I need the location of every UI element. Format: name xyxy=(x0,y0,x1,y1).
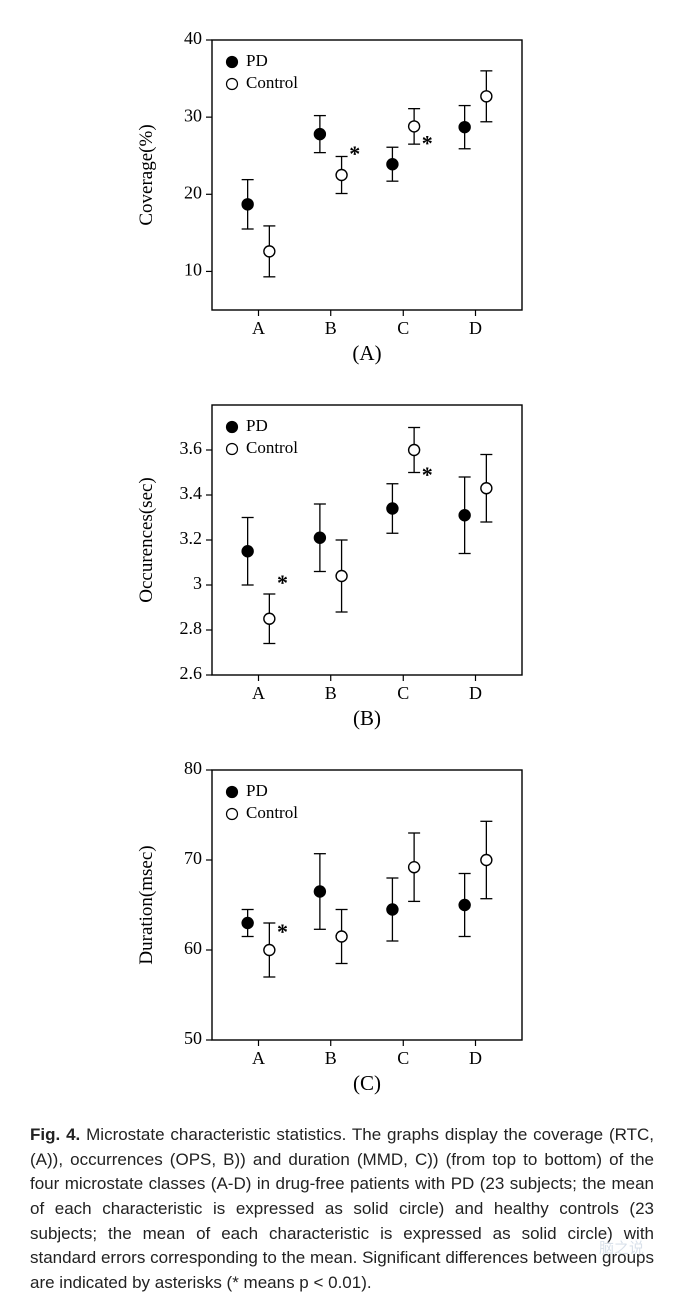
y-tick-label: 2.6 xyxy=(180,663,203,683)
control-marker xyxy=(409,445,420,456)
chart-A: 10 20 30 40 A B C D Coverage(%) PD Control * * (A) xyxy=(112,10,572,370)
control-marker xyxy=(336,931,347,942)
control-marker xyxy=(481,91,492,102)
legend-pd-marker xyxy=(227,422,238,433)
y-axis-label: Duration(msec) xyxy=(136,845,157,964)
control-marker xyxy=(336,170,347,181)
x-tick-label: C xyxy=(397,1048,409,1068)
significance-asterisk: * xyxy=(277,570,288,595)
y-tick-label: 3.4 xyxy=(180,483,203,503)
y-tick-label: 20 xyxy=(184,182,202,202)
pd-marker xyxy=(314,532,325,543)
pd-marker xyxy=(314,129,325,140)
chart-block: 2.6 2.8 3 3.2 3.4 3.6 A B C D Occurences(sec) PD Con… xyxy=(60,375,624,735)
significance-asterisk: * xyxy=(277,919,288,944)
x-tick-label: D xyxy=(469,1048,482,1068)
control-marker xyxy=(336,571,347,582)
pd-marker xyxy=(242,918,253,929)
legend-pd-marker xyxy=(227,57,238,68)
significance-asterisk: * xyxy=(422,462,433,487)
y-tick-label: 80 xyxy=(184,758,202,778)
control-marker xyxy=(409,121,420,132)
control-marker xyxy=(264,246,275,257)
chart-B: 2.6 2.8 3 3.2 3.4 3.6 A B C D Occurences(sec) PD Con… xyxy=(112,375,572,735)
y-tick-label: 3 xyxy=(193,573,202,593)
x-tick-label: C xyxy=(397,318,409,338)
legend-control-marker xyxy=(227,809,238,820)
pd-marker xyxy=(387,503,398,514)
x-tick-label: D xyxy=(469,683,482,703)
y-tick-label: 3.2 xyxy=(180,528,203,548)
x-tick-label: A xyxy=(252,318,265,338)
figure-caption: Fig. 4. Microstate characteristic statis… xyxy=(0,1115,684,1315)
legend-control-marker xyxy=(227,444,238,455)
y-tick-label: 40 xyxy=(184,28,202,48)
pd-marker xyxy=(459,900,470,911)
legend-control-label: Control xyxy=(246,803,298,822)
legend-pd-marker xyxy=(227,787,238,798)
pd-marker xyxy=(387,904,398,915)
x-tick-label: B xyxy=(325,683,337,703)
y-tick-label: 30 xyxy=(184,105,202,125)
legend-pd-label: PD xyxy=(246,51,268,70)
legend-control-label: Control xyxy=(246,73,298,92)
pd-marker xyxy=(387,159,398,170)
control-marker xyxy=(264,945,275,956)
chart-block: 50 60 70 80 A B C D Duration(msec) PD Control * (C) xyxy=(60,740,624,1100)
legend-pd-label: PD xyxy=(246,781,268,800)
chart-block: 10 20 30 40 A B C D Coverage(%) PD Control * * (A) xyxy=(60,10,624,370)
sublabel: (B) xyxy=(353,706,381,730)
sublabel: (C) xyxy=(353,1071,381,1095)
x-tick-label: D xyxy=(469,318,482,338)
x-tick-label: B xyxy=(325,318,337,338)
y-tick-label: 50 xyxy=(184,1028,202,1048)
pd-marker xyxy=(459,122,470,133)
legend-control-label: Control xyxy=(246,438,298,457)
pd-marker xyxy=(314,886,325,897)
chart-C: 50 60 70 80 A B C D Duration(msec) PD Control * (C) xyxy=(112,740,572,1100)
x-tick-label: A xyxy=(252,1048,265,1068)
caption-text: Microstate characteristic statistics. Th… xyxy=(30,1125,654,1292)
charts-mount: 10 20 30 40 A B C D Coverage(%) PD Control * * (A) 2.6… xyxy=(60,10,624,1100)
x-tick-label: A xyxy=(252,683,265,703)
control-marker xyxy=(264,613,275,624)
control-marker xyxy=(481,483,492,494)
significance-asterisk: * xyxy=(349,141,360,166)
caption-label: Fig. 4. xyxy=(30,1125,80,1144)
y-axis-label: Coverage(%) xyxy=(136,124,157,225)
significance-asterisk: * xyxy=(422,131,433,156)
legend-control-marker xyxy=(227,79,238,90)
sublabel: (A) xyxy=(352,341,381,365)
y-tick-label: 2.8 xyxy=(180,618,203,638)
control-marker xyxy=(481,855,492,866)
y-tick-label: 3.6 xyxy=(180,438,203,458)
y-tick-label: 70 xyxy=(184,848,202,868)
y-axis-label: Occurences(sec) xyxy=(136,477,157,603)
x-tick-label: C xyxy=(397,683,409,703)
figure-container: 10 20 30 40 A B C D Coverage(%) PD Control * * (A) 2.6… xyxy=(0,0,684,1115)
control-marker xyxy=(409,862,420,873)
y-tick-label: 60 xyxy=(184,938,202,958)
y-tick-label: 10 xyxy=(184,260,202,280)
legend-pd-label: PD xyxy=(246,416,268,435)
pd-marker xyxy=(459,510,470,521)
pd-marker xyxy=(242,546,253,557)
x-tick-label: B xyxy=(325,1048,337,1068)
pd-marker xyxy=(242,199,253,210)
